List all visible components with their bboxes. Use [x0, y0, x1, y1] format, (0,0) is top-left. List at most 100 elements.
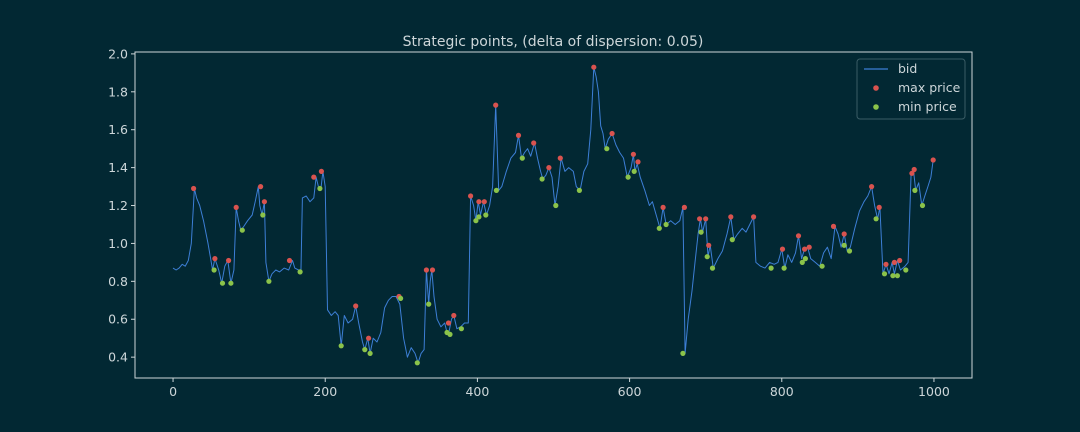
min-price-point: [539, 176, 545, 182]
max-price-point: [706, 242, 712, 248]
min-price-point: [398, 295, 404, 301]
max-price-point: [897, 257, 903, 264]
max-price-point: [795, 233, 802, 239]
max-price-point: [353, 303, 359, 309]
min-price-point: [260, 212, 266, 218]
min-price-point: [473, 218, 479, 224]
legend-min-price-swatch: [873, 104, 879, 110]
min-price-point: [211, 267, 217, 273]
x-tick-label: 600: [618, 384, 642, 399]
max-price-point: [728, 214, 734, 220]
x-tick-label: 800: [770, 384, 794, 399]
max-price-point: [481, 199, 487, 205]
max-price-point: [515, 132, 522, 138]
max-price-point: [546, 165, 552, 171]
min-price-point: [297, 269, 303, 275]
max-price-point: [930, 157, 936, 163]
min-price-point: [476, 214, 482, 220]
max-price-point: [891, 259, 898, 265]
min-price-point: [625, 174, 631, 180]
max-price-point: [635, 159, 641, 165]
min-price-point: [317, 185, 323, 192]
max-price-point: [591, 64, 597, 70]
y-tick-label: 1.2: [108, 198, 128, 213]
y-tick-label: 0.6: [108, 312, 128, 327]
min-price-point: [919, 202, 926, 209]
max-price-point: [830, 223, 837, 229]
max-price-point: [258, 184, 264, 190]
max-price-point: [423, 267, 429, 273]
max-price-point: [703, 216, 709, 222]
max-price-point: [869, 184, 875, 190]
max-price-point: [261, 199, 267, 205]
max-price-point: [802, 246, 808, 252]
plot-frame: [134, 51, 973, 379]
max-price-point: [366, 335, 372, 341]
min-price-point: [704, 254, 710, 260]
min-price-point: [519, 155, 525, 161]
min-price-point: [228, 280, 234, 286]
max-price-point: [806, 244, 812, 250]
min-price-point: [483, 212, 489, 218]
y-tick-label: 1.0: [108, 236, 128, 251]
min-price-point: [576, 187, 583, 193]
max-price-point: [233, 204, 239, 210]
series-layer: [172, 64, 936, 366]
min-price-point: [663, 221, 669, 228]
min-price-point: [698, 229, 704, 235]
min-price-point: [802, 256, 809, 262]
y-tick-label: 1.4: [108, 160, 128, 175]
max-price-point: [468, 193, 474, 199]
max-price-point: [609, 130, 615, 137]
y-tick-label: 1.6: [108, 122, 128, 137]
legend-min-price-label: min price: [898, 99, 957, 114]
max-price-point: [493, 102, 499, 108]
max-price-point: [630, 151, 637, 157]
min-price-point: [912, 187, 918, 193]
y-axis: 0.4 0.6 0.8 1.0 1.2 1.4 1.6 1.8 2.0: [108, 46, 135, 365]
x-tick-label: 400: [465, 384, 489, 399]
y-tick-label: 2.0: [108, 46, 128, 61]
legend-max-price-swatch: [873, 85, 879, 91]
min-price-point: [266, 278, 272, 284]
x-axis: 0 200 400 600 800 1000: [169, 378, 950, 399]
min-price-point: [553, 202, 559, 209]
min-price-point: [873, 216, 879, 222]
x-tick-label: 200: [313, 384, 337, 399]
min-price-point: [458, 326, 464, 332]
max-price-point: [311, 174, 317, 180]
min-price-point: [709, 265, 716, 271]
max-price-point: [476, 199, 482, 205]
max-price-point: [226, 257, 232, 264]
min-price-point: [367, 350, 373, 356]
max-price-point: [779, 246, 786, 252]
max-price-point: [841, 231, 847, 237]
min-price-point: [680, 350, 686, 356]
max-price-point: [451, 312, 457, 319]
max-price-point: [429, 267, 436, 273]
legend-max-price-label: max price: [898, 80, 961, 95]
min-price-point: [768, 265, 774, 271]
x-tick-label: 1000: [918, 384, 950, 399]
min-price-point: [239, 227, 245, 233]
max-price-point: [660, 204, 666, 210]
min-price-point: [493, 187, 499, 193]
max-price-point: [876, 204, 882, 210]
min-price-point: [881, 271, 888, 277]
legend-box: [856, 58, 966, 120]
min-price-point: [903, 267, 909, 273]
legend: bid max price min price: [856, 58, 966, 120]
max-price-point: [286, 257, 293, 264]
max-price-point: [751, 214, 757, 220]
min-price-point: [447, 331, 453, 337]
max-price-point: [445, 320, 452, 326]
max-price-point: [697, 216, 703, 222]
min-price-point: [338, 343, 344, 349]
min-price-point: [799, 259, 805, 265]
max-price-point: [531, 140, 537, 146]
max-price-point: [318, 168, 324, 174]
min-price-point: [841, 242, 847, 248]
max-price-point: [557, 155, 563, 161]
max-price-point: [911, 166, 917, 173]
